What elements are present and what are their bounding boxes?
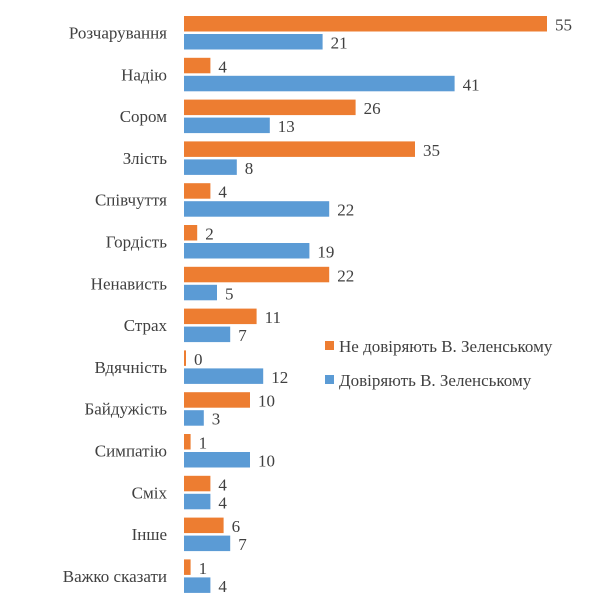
- bar-trust: [184, 159, 237, 175]
- category-label: Вдячність: [95, 358, 168, 377]
- bar-not-trust: [184, 57, 211, 74]
- category-label: Співчуття: [95, 191, 167, 210]
- category-label: Надію: [121, 65, 167, 84]
- category-label: Розчарування: [69, 24, 167, 43]
- data-label: 3: [212, 410, 221, 429]
- bar-trust: [184, 117, 270, 134]
- legend: Не довіряють В. Зеленському Довіряють В.…: [325, 337, 553, 390]
- bar-not-trust: [184, 99, 356, 116]
- category-label: Сміх: [132, 483, 168, 502]
- bar-not-trust: [184, 350, 186, 366]
- bar-trust: [184, 577, 211, 593]
- bar-trust: [184, 243, 310, 259]
- data-label: 35: [423, 141, 440, 160]
- data-label: 1: [199, 434, 208, 453]
- category-label: Симпатію: [95, 442, 168, 461]
- bar-trust: [184, 284, 217, 301]
- bar-trust: [184, 535, 231, 552]
- bar-not-trust: [184, 434, 191, 450]
- data-label: 22: [337, 266, 354, 285]
- bar-not-trust: [184, 225, 198, 241]
- bar-trust: [184, 201, 330, 217]
- legend-swatch-trust: [325, 375, 334, 384]
- data-label: 10: [258, 392, 275, 411]
- legend-label-trust: Довіряють В. Зеленському: [339, 371, 532, 390]
- data-label: 21: [331, 34, 348, 53]
- data-label: 4: [218, 493, 227, 512]
- category-label: Сором: [120, 107, 168, 126]
- category-label: Байдужість: [84, 400, 167, 419]
- data-label: 7: [238, 535, 247, 554]
- data-label: 4: [218, 475, 227, 494]
- legend-label-not-trust: Не довіряють В. Зеленському: [339, 337, 553, 356]
- category-label: Гордість: [106, 233, 167, 252]
- data-label: 13: [278, 117, 295, 136]
- data-label: 22: [337, 201, 354, 220]
- bar-not-trust: [184, 392, 250, 408]
- data-label: 5: [225, 284, 234, 303]
- category-labels: Розчарування Надію Сором Злість Співчуття Гор…: [63, 24, 168, 586]
- bar-not-trust: [184, 308, 257, 325]
- category-label: Ненависть: [91, 274, 168, 293]
- data-label: 6: [232, 517, 241, 536]
- data-labels: 5521441261335842221922511701210311044671…: [194, 16, 572, 596]
- bar-not-trust: [184, 183, 211, 199]
- data-label: 7: [238, 326, 247, 345]
- data-label: 4: [218, 577, 227, 596]
- data-label: 19: [317, 243, 334, 262]
- category-label: Злість: [123, 149, 167, 168]
- data-label: 26: [364, 99, 381, 118]
- bar-trust: [184, 452, 250, 468]
- data-label: 1: [199, 559, 208, 578]
- data-label: 0: [194, 350, 203, 369]
- data-label: 4: [218, 183, 227, 202]
- bar-trust: [184, 326, 231, 343]
- data-label: 2: [205, 225, 214, 244]
- data-label: 12: [271, 368, 288, 387]
- legend-swatch-not-trust: [325, 341, 334, 350]
- data-label: 11: [265, 308, 281, 327]
- data-label: 41: [463, 75, 480, 94]
- data-label: 10: [258, 452, 275, 471]
- bar-not-trust: [184, 559, 191, 575]
- category-label: Інше: [132, 525, 167, 544]
- bar-not-trust: [184, 517, 224, 534]
- category-label: Страх: [124, 316, 168, 335]
- bar-trust: [184, 75, 455, 92]
- bar-not-trust: [184, 16, 547, 32]
- bar-trust: [184, 493, 211, 510]
- bar-not-trust: [184, 141, 415, 157]
- category-label: Важко сказати: [63, 567, 167, 586]
- bar-trust: [184, 34, 323, 50]
- data-label: 8: [245, 159, 254, 178]
- bar-trust: [184, 410, 204, 426]
- data-label: 4: [218, 57, 227, 76]
- bars: [184, 16, 547, 593]
- bar-trust: [184, 368, 264, 384]
- bar-not-trust: [184, 475, 211, 492]
- bar-not-trust: [184, 266, 330, 283]
- data-label: 55: [555, 16, 572, 35]
